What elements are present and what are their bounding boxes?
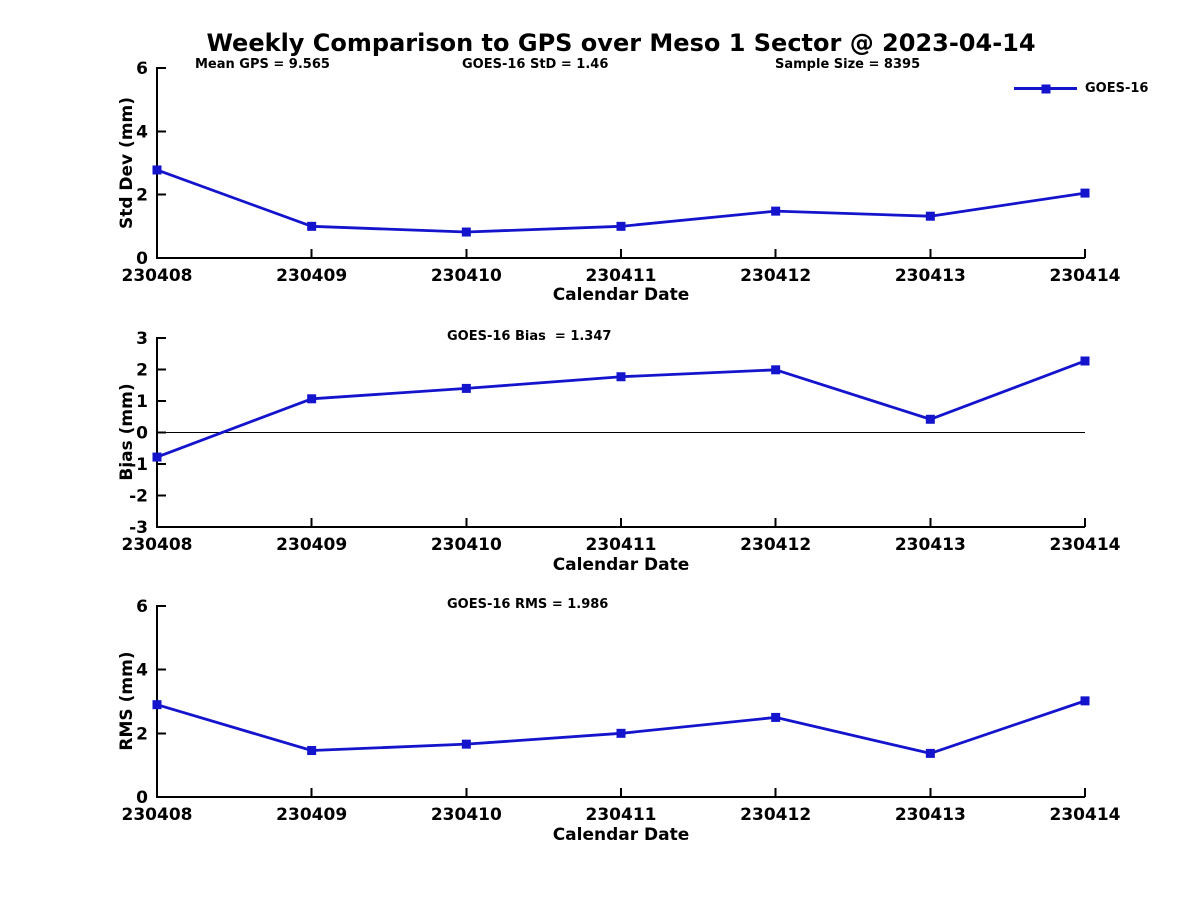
x-tick-label: 230410 <box>431 535 502 555</box>
x-tick-label: 230413 <box>895 535 966 555</box>
x-tick-label: 230409 <box>276 535 347 555</box>
x-tick-label: 230409 <box>276 266 347 286</box>
data-point-marker <box>925 211 935 221</box>
x-tick-label: 230414 <box>1050 535 1121 555</box>
x-tick-label: 230411 <box>586 266 657 286</box>
stddev-x-axis-label: Calendar Date <box>552 285 690 305</box>
data-point-marker <box>307 221 317 231</box>
y-tick-label: 2 <box>136 186 148 206</box>
y-tick-label: 4 <box>136 122 148 142</box>
data-point-marker <box>925 748 935 758</box>
legend-label: GOES-16 <box>1085 81 1149 96</box>
std-dev-plot: 0 2 4 6 230408 230409 230410 230411 230412 230413… <box>122 59 1121 286</box>
x-tick-label: 230411 <box>586 535 657 555</box>
data-point-marker <box>771 206 781 216</box>
x-tick-label: 230414 <box>1050 266 1121 286</box>
data-point-marker <box>771 365 781 375</box>
x-tick-label: 230412 <box>740 535 811 555</box>
x-tick-label: 230408 <box>122 266 193 286</box>
x-tick-label: 230413 <box>895 805 966 825</box>
legend: GOES-16 <box>1014 81 1148 96</box>
y-tick-label: 6 <box>136 59 148 79</box>
y-tick-label: 2 <box>136 361 148 381</box>
data-point-marker <box>771 712 781 722</box>
y-tick-label: -2 <box>129 487 148 507</box>
x-tick-label: 230412 <box>740 266 811 286</box>
goes16-rms-annotation: GOES-16 RMS = 1.986 <box>447 597 609 612</box>
x-tick-label: 230410 <box>431 266 502 286</box>
data-point-marker <box>461 739 471 749</box>
x-tick-label: 230409 <box>276 805 347 825</box>
rms-x-axis-label: Calendar Date <box>552 825 690 845</box>
data-point-marker <box>1080 188 1090 198</box>
mean-gps-annotation: Mean GPS = 9.565 <box>195 57 330 72</box>
data-point-marker <box>616 221 626 231</box>
data-point-marker <box>1080 356 1090 366</box>
data-point-marker <box>461 383 471 393</box>
data-point-marker <box>616 372 626 382</box>
data-point-marker <box>1080 696 1090 706</box>
data-point-marker <box>616 728 626 738</box>
x-tick-label: 230410 <box>431 805 502 825</box>
data-point-marker <box>307 746 317 756</box>
y-tick-label: 0 <box>136 424 148 444</box>
x-tick-label: 230411 <box>586 805 657 825</box>
x-tick-label: 230412 <box>740 805 811 825</box>
y-tick-label: -3 <box>129 518 148 538</box>
y-tick-label: 1 <box>136 392 148 412</box>
figure-title: Weekly Comparison to GPS over Meso 1 Sec… <box>206 29 1036 57</box>
x-tick-label: 230408 <box>122 535 193 555</box>
data-point-marker <box>152 452 162 462</box>
x-tick-label: 230408 <box>122 805 193 825</box>
bias-plot: -3 -2 -1 0 1 2 3 230408 230409 230410 230411 230412… <box>122 329 1121 555</box>
x-tick-label: 230414 <box>1050 805 1121 825</box>
rms-y-axis-label: RMS (mm) <box>117 651 137 751</box>
data-point-marker <box>925 414 935 424</box>
data-point-marker <box>152 700 162 710</box>
legend-marker-icon <box>1041 84 1050 93</box>
data-point-marker <box>307 394 317 404</box>
series-line <box>155 699 1087 755</box>
x-tick-label: 230413 <box>895 266 966 286</box>
sample-size-annotation: Sample Size = 8395 <box>775 57 921 72</box>
data-point-marker <box>152 165 162 175</box>
stddev-y-axis-label: Std Dev (mm) <box>117 96 137 230</box>
goes16-std-annotation: GOES-16 StD = 1.46 <box>462 57 609 72</box>
y-tick-label: 3 <box>136 329 148 349</box>
y-tick-label: 0 <box>136 788 148 808</box>
y-tick-label: 2 <box>136 724 148 744</box>
goes16-bias-annotation: GOES-16 Bias = 1.347 <box>447 329 612 344</box>
rms-plot: 0 2 4 6 230408 230409 230410 230411 230412 230413… <box>122 597 1121 825</box>
data-point-marker <box>461 227 471 237</box>
y-tick-label: 4 <box>136 661 148 681</box>
bias-y-axis-label: Bias (mm) <box>117 383 137 481</box>
y-tick-label: 0 <box>136 249 148 269</box>
y-tick-label: 6 <box>136 597 148 617</box>
legend-line-sample <box>1014 84 1077 93</box>
y-tick-label: -1 <box>129 455 148 475</box>
bias-x-axis-label: Calendar Date <box>552 555 690 575</box>
